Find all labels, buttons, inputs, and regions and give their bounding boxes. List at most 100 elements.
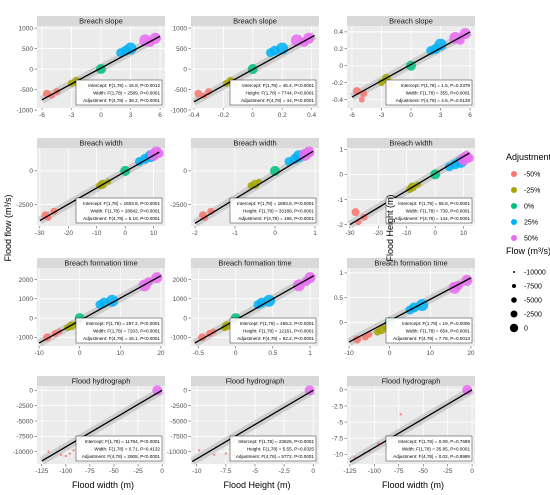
y-tick-label: -1000 — [16, 335, 33, 342]
panel-strip — [37, 16, 165, 26]
x-tick-label: -3 — [69, 112, 75, 119]
stats-line: Height: F(1,78) = 7744, P<0.0001 — [246, 91, 315, 96]
stats-line: Intercept: F(1,78) = 11784, P<0.0001 — [85, 439, 161, 444]
x-tick-label: 6 — [158, 112, 162, 119]
y-tick-label: -1000 — [170, 335, 187, 342]
y-tick-label: -2.5 — [332, 403, 344, 410]
data-point — [134, 156, 144, 166]
x-tick-label: 0 — [234, 350, 238, 357]
x-tick-label: -2 — [192, 230, 198, 237]
legend: Adjustment Flow (m³/s) -50% -25% 0% 25% 50% -… — [506, 152, 550, 333]
legend-size-label: -2500 — [524, 312, 542, 319]
data-point — [353, 335, 362, 344]
x-tick-label: -0.2 — [218, 112, 230, 119]
x-tick-label: 0 — [273, 230, 277, 237]
y-tick-label: -500 — [174, 87, 187, 94]
panel-title: Breach width — [233, 139, 276, 148]
y-tick-label: 0 — [29, 66, 33, 73]
data-point — [154, 148, 164, 158]
x-tick-label: 1 — [313, 230, 317, 237]
y-tick-label: 0 — [339, 320, 343, 327]
panel-strip — [347, 16, 475, 26]
x-tick-label: -100 — [59, 468, 72, 475]
y-tick-label: -2 — [337, 222, 343, 229]
panel-title: Breach slope — [389, 17, 433, 26]
panel-6: Breach formation time -10 0 10 20 -1000 0 1000 2… — [16, 258, 165, 357]
y-tick-label: 0 — [339, 63, 343, 70]
y-tick-label: -5000 — [170, 418, 187, 425]
y-tick-label: -7.5 — [332, 436, 344, 443]
x-tick-label: 10 — [117, 350, 125, 357]
stats-line: Height: F(1,78) = 12161, P<0.0001 — [243, 329, 314, 334]
data-point — [265, 48, 275, 58]
stats-line: Width: F(1,78) = 2589, P<0.0001 — [93, 91, 160, 96]
stats-line: Intercept: F(1,78) = 1.5, P=0.2379 — [401, 83, 471, 88]
legend-color-key — [511, 203, 517, 209]
y-tick-label: -2500 — [16, 202, 33, 209]
fit-line — [194, 150, 314, 224]
stats-line: Width: F(1,78) = 654, P<0.0001 — [406, 329, 471, 334]
stats-line: Width: F(1,78) = 28842, P<0.0001 — [91, 209, 161, 214]
x-tick-label: -20 — [374, 230, 384, 237]
stats-box — [229, 435, 317, 462]
stats-line: Adjustment: F(4,78) = 5772, P<0.0001 — [236, 454, 315, 459]
panel-3: Breach width -30 -20 -10 0 10 -2500 0 Intercept:… — [16, 138, 165, 237]
stats-line: Adjustment: F(4,78) = 144, P<0.0001 — [394, 216, 470, 221]
stats-box — [385, 317, 473, 344]
x-tick-label: -10 — [344, 350, 354, 357]
x-tick-label: 0 — [470, 468, 474, 475]
data-point — [64, 454, 68, 458]
data-point — [377, 442, 380, 445]
data-point — [351, 208, 360, 217]
stats-line: Width: F(1,78) = 355, P<0.0001 — [406, 91, 471, 96]
x-tick-label: -6 — [349, 112, 355, 119]
x-tick-label: 0 — [433, 230, 437, 237]
stats-box — [229, 317, 317, 344]
stats-line: Intercept: F(1,78) = 19, P=0.0006 — [402, 321, 470, 326]
data-point — [59, 453, 63, 456]
stats-line: Width: F(1,78) = 35.85, P<0.0001 — [402, 447, 471, 452]
y-tick-label: 0 — [339, 172, 343, 179]
y-tick-label: 1000 — [173, 296, 188, 303]
x-tick-label: -10 — [92, 230, 102, 237]
legend-size-key — [509, 323, 519, 333]
x-tick-label: -125 — [343, 468, 356, 475]
x-tick-label: -20 — [64, 230, 74, 237]
x-tick-label: -50 — [109, 468, 119, 475]
x-tick-label: 10 — [427, 350, 435, 357]
legend-size-label: -10000 — [524, 270, 546, 277]
x-axis-title-col2: Flood Height (m) — [223, 480, 290, 490]
x-tick-label: 0 — [311, 468, 315, 475]
x-tick-label: -10 — [402, 230, 412, 237]
x-tick-label: -100 — [368, 468, 381, 475]
y-tick-label: 1000 — [19, 296, 34, 303]
y-tick-label: -2500 — [16, 403, 33, 410]
fit-line — [41, 389, 163, 462]
fit-line — [38, 275, 162, 344]
stats-line: Intercept: F(1,78) = 1893.8, P<0.0001 — [237, 201, 314, 206]
y-tick-label: -2500 — [170, 403, 187, 410]
panel-11: Flood hydrograph-125 -100 -75 -50 -25 0-10-7.… — [332, 376, 475, 475]
x-tick-label: 3 — [439, 112, 443, 119]
data-point — [366, 331, 373, 338]
y-tick-label: 1000 — [173, 25, 188, 32]
panel-title: Breach slope — [233, 17, 277, 26]
fit-line — [41, 35, 161, 101]
y-tick-label: 0 — [339, 387, 343, 394]
panel-title: Flood hydrograph — [226, 377, 285, 386]
stats-line: Adjustment: F(4,78) = 44, P<0.0001 — [241, 98, 314, 103]
x-tick-label: -1 — [232, 230, 238, 237]
x-tick-label: -3 — [379, 112, 385, 119]
panel-strip — [191, 376, 319, 386]
legend-size-key — [510, 310, 518, 318]
x-tick-label: 10 — [150, 230, 158, 237]
stats-line: Width: F(1,78) = 0.71, P=0.4132 — [94, 447, 160, 452]
data-point — [224, 452, 228, 455]
legend-color-key — [511, 171, 517, 177]
fit-line — [194, 275, 315, 344]
x-tick-label: 0 — [251, 112, 255, 119]
x-tick-label: 0 — [123, 230, 127, 237]
panel-title: Breach slope — [79, 17, 123, 26]
legend-size-label: 0 — [524, 326, 528, 333]
stats-line: Intercept: F(1,78) = 45.4, P<0.0001 — [242, 83, 314, 88]
